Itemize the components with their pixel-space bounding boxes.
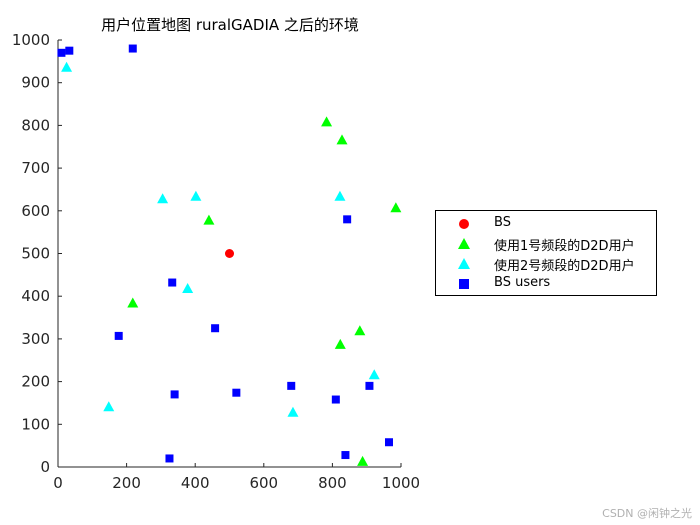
legend-item-bs-users: BS users: [436, 274, 656, 294]
d2d-band1-point: [127, 297, 139, 308]
y-tick-label: 400: [21, 287, 50, 305]
legend-item-band2: 使用2号频段的D2D用户: [436, 254, 656, 274]
d2d-band1-point: [334, 338, 346, 349]
bs-user-point: [232, 388, 241, 397]
legend-label: BS users: [494, 275, 551, 290]
legend-label: 使用1号频段的D2D用户: [494, 239, 635, 254]
y-tick-label: 600: [21, 202, 50, 220]
bs-point: [225, 249, 234, 258]
d2d-band2-point: [334, 190, 346, 201]
d2d-band2-point: [190, 190, 202, 201]
bs-user-point: [165, 454, 174, 463]
x-tick-label: 0: [53, 474, 63, 492]
d2d-band1-point: [357, 455, 369, 466]
bs-user-point: [128, 44, 137, 53]
x-tick-label: 1000: [382, 474, 420, 492]
y-tick-label: 700: [21, 159, 50, 177]
d2d-band2-point: [182, 282, 194, 293]
bs-user-point: [114, 331, 123, 340]
green-triangle-marker-icon: [458, 238, 470, 249]
bs-user-point: [341, 451, 350, 460]
y-tick-label: 200: [21, 373, 50, 391]
legend-label: 使用2号频段的D2D用户: [494, 259, 635, 274]
bs-user-point: [365, 381, 374, 390]
d2d-band2-point: [157, 193, 169, 204]
legend-item-band1: 使用1号频段的D2D用户: [436, 234, 656, 254]
y-tick-label: 1000: [12, 31, 50, 49]
watermark: CSDN @闲钟之光: [602, 507, 692, 520]
d2d-band2-point: [287, 406, 299, 417]
y-tick-label: 100: [21, 415, 50, 433]
chart-title: 用户位置地图 ruralGADIA 之后的环境: [101, 16, 359, 34]
bs-user-point: [384, 438, 393, 447]
bs-user-point: [168, 278, 177, 287]
d2d-band1-point: [354, 325, 366, 336]
bs-user-point: [170, 390, 179, 399]
d2d-band1-point: [321, 116, 333, 127]
x-tick-label: 800: [318, 474, 347, 492]
red-circle-marker-icon: [459, 219, 469, 229]
legend-label: BS: [494, 215, 511, 230]
bs-user-point: [57, 48, 66, 57]
data-marks: [57, 44, 402, 466]
y-tick-label: 300: [21, 330, 50, 348]
bs-user-point: [331, 395, 340, 404]
y-tick-label: 800: [21, 116, 50, 134]
y-tick-label: 900: [21, 74, 50, 92]
bs-user-point: [287, 381, 296, 390]
d2d-band2-point: [368, 369, 380, 380]
x-tick-label: 600: [249, 474, 278, 492]
y-tick-label: 500: [21, 245, 50, 263]
d2d-band1-point: [203, 214, 215, 225]
blue-square-marker-icon: [459, 279, 469, 289]
cyan-triangle-marker-icon: [458, 258, 470, 269]
x-tick-label: 200: [112, 474, 141, 492]
x-tick-label: 400: [181, 474, 210, 492]
bs-user-point: [211, 324, 220, 333]
d2d-band2-point: [61, 61, 73, 72]
bs-user-point: [343, 215, 352, 224]
d2d-band1-point: [390, 202, 402, 213]
legend-item-bs: BS: [436, 214, 656, 234]
axes: 0 200 400 600 800 1000 0 100 200 300 400 500 600 700 8…: [12, 31, 420, 492]
legend: BS 使用1号频段的D2D用户 使用2号频段的D2D用户 BS users: [435, 210, 657, 296]
d2d-band1-point: [336, 134, 348, 145]
bs-user-point: [65, 46, 74, 55]
y-tick-label: 0: [40, 458, 50, 476]
d2d-band2-point: [103, 401, 115, 412]
